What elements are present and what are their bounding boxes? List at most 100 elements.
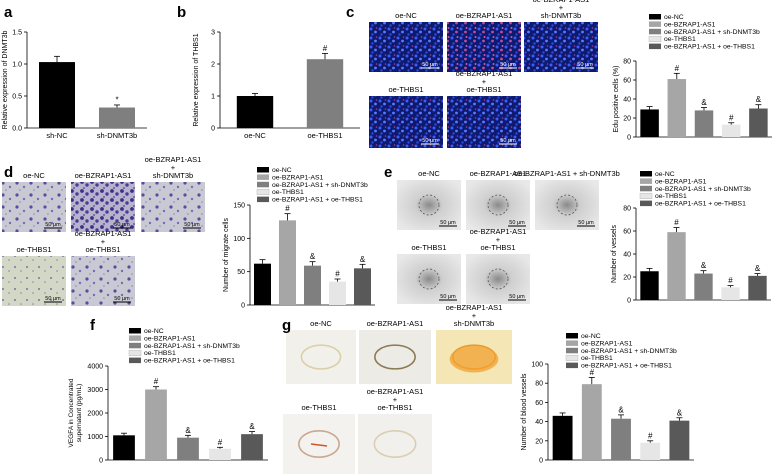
- legend-e-swatch: [640, 185, 652, 192]
- chart-g-y-tick-label: 100: [531, 362, 543, 369]
- panel_g-image-2: oe-BZRAP1-AS1: [359, 319, 431, 384]
- chart-g-y-label: Number of blood vessels: [521, 373, 528, 451]
- chart-c-y-tick-label: 80: [623, 59, 631, 66]
- legend-d-label: oe-NC: [272, 167, 292, 174]
- panel_g-image-1: oe-NC: [286, 319, 356, 384]
- panel_c-image-3-title-line: +: [559, 3, 564, 12]
- chart-e-bar: [640, 271, 659, 300]
- chart-f-bar: [113, 435, 135, 460]
- panel_g-image-4-title: oe-THBS1: [301, 403, 336, 412]
- panel_d-image-5-title-line: oe-THBS1: [85, 245, 120, 254]
- chart-d-bar: [354, 268, 371, 305]
- chart-d-bar: [254, 263, 271, 305]
- panel_c-image-4: 50 μm oe-THBS1: [369, 85, 443, 148]
- legend-e-label: oe-BZRAP1-AS1 + sh-DNMT3b: [655, 186, 751, 193]
- panel_g-image-4-photo: [283, 414, 355, 474]
- chart-e-significance-mark: &: [755, 264, 761, 273]
- panel_d-image-2-photo: [71, 182, 135, 232]
- chart-c-bar: [721, 124, 741, 137]
- panel_c-image-5-title-line: oe-THBS1: [466, 85, 501, 94]
- legend-f-swatch: [128, 349, 142, 356]
- legend-e-label: oe-THBS1: [655, 193, 687, 200]
- chart-g-y-tick-label: 0: [539, 458, 543, 465]
- legend-f-swatch: [129, 335, 141, 341]
- chart-f-y-tick-label: 3000: [87, 387, 103, 394]
- chart-a-bar: [99, 107, 135, 128]
- legend-c-label: oe-BZRAP1-AS1 + sh-DNMT3b: [664, 29, 760, 36]
- panel_d-image-1: 50 μm oe-NC: [2, 171, 66, 232]
- legend-f-label: oe-THBS1: [144, 350, 176, 357]
- panel_g-image-2-title: oe-BZRAP1-AS1: [367, 319, 424, 328]
- chart-c-bar: [694, 110, 714, 137]
- text-layer: a b c d e f g: [4, 4, 392, 334]
- panel_c-image-4-photo: [369, 96, 443, 148]
- chart-b-y-tick-label: 2: [211, 62, 215, 69]
- panel_e-image-5-title-line: +: [496, 235, 501, 244]
- chart-a-y-tick-label: 0.0: [12, 126, 22, 133]
- chart-e-significance-mark: #: [674, 218, 679, 227]
- chart-f-y-tick-label: 0: [99, 458, 103, 465]
- panel_d-image-5-title-line: +: [101, 237, 106, 246]
- chart-b-x-tick-label: oe-THBS1: [307, 131, 342, 140]
- chart-a-y-tick-label: 0.5: [12, 94, 22, 101]
- panel_d-image-4-scale-label: 50 μm: [45, 296, 61, 302]
- panel_d-image-3-scale-label: 50 μm: [184, 222, 200, 228]
- chart-f-y-tick-label: 2000: [87, 411, 103, 418]
- panel_e-image-2-photo: [466, 180, 530, 230]
- panel_e-image-1: 50 μm oe-NC: [397, 169, 461, 230]
- plug-tissue-fill: [449, 345, 499, 373]
- panel_c-image-5: 50 μm oe-BZRAP1-AS1+oe-THBS1: [447, 69, 521, 148]
- legend-g-swatch: [566, 362, 578, 369]
- chart-f-significance-mark: #: [218, 438, 223, 447]
- legend-f-label: oe-BZRAP1-AS1 + oe-THBS1: [144, 358, 235, 365]
- panel_c-image-2: 50 μm oe-BZRAP1-AS1: [447, 11, 521, 72]
- legend-d-label: oe-BZRAP1-AS1: [272, 174, 324, 181]
- chart-c-y-tick-label: 0: [627, 135, 631, 142]
- chart-c-bar: [749, 108, 768, 137]
- chart-b-significance-mark: #: [323, 44, 328, 53]
- panel_c-image-5-title-line: +: [482, 77, 487, 86]
- panel_d-image-5: 50 μm oe-BZRAP1-AS1+oe-THBS1: [71, 229, 135, 306]
- panel_e-image-3: 50 μm oe-BZRAP1-AS1 + sh-DNMT3b: [514, 169, 620, 230]
- legend-f-swatch: [129, 357, 141, 364]
- legend-g-swatch: [566, 347, 578, 354]
- chart-g-bar: [669, 420, 690, 460]
- chart-f-y-tick-label: 4000: [87, 364, 103, 371]
- panel_d-image-1-title: oe-NC: [23, 171, 45, 180]
- chart-c-significance-mark: &: [756, 95, 762, 104]
- panel_d-image-3-title-line: sh-DNMT3b: [153, 171, 193, 180]
- panel_e-image-2: 50 μm oe-BZRAP1-AS1: [466, 169, 530, 230]
- panel_e-image-4-photo: [397, 254, 461, 304]
- chart-d: 0 50 100 150 Number of migrate cells # & # &: [223, 203, 375, 310]
- chart-c-bar: [667, 79, 687, 137]
- chart-e-y-tick-label: 0: [627, 298, 631, 305]
- chart-g-bar: [552, 415, 573, 460]
- panel-label-g: g: [282, 317, 291, 334]
- legend-g-label: oe-BZRAP1-AS1: [581, 340, 633, 347]
- chart-f-significance-mark: &: [185, 426, 191, 435]
- chart-c-y-tick-label: 60: [623, 78, 631, 85]
- panel_g-image-4: oe-THBS1: [283, 403, 355, 474]
- panel_d-image-3-title-line: oe-BZRAP1-AS1: [145, 155, 202, 164]
- chart-g-y-tick-label: 60: [535, 400, 543, 407]
- legend-f-swatch: [129, 342, 141, 349]
- legend-c-swatch: [649, 28, 661, 35]
- panel_c-image-1-title: oe-NC: [395, 11, 417, 20]
- chart-c-significance-mark: #: [675, 64, 680, 73]
- panel_c-image-2-title: oe-BZRAP1-AS1: [456, 11, 513, 20]
- chart-c-y-tick-label: 20: [623, 116, 631, 123]
- panel_c-image-4-title: oe-THBS1: [388, 85, 423, 94]
- panel_e-image-4-scale-label: 50 μm: [440, 294, 456, 300]
- legend-d-swatch: [257, 174, 269, 180]
- chart-e-significance-mark: #: [728, 276, 733, 285]
- legend-c-label: oe-NC: [664, 14, 684, 21]
- chart-f-bar: [241, 434, 263, 460]
- panel_e-image-5-title-line: oe-THBS1: [480, 243, 515, 252]
- panel_c-image-5-title-line: oe-BZRAP1-AS1: [456, 69, 513, 78]
